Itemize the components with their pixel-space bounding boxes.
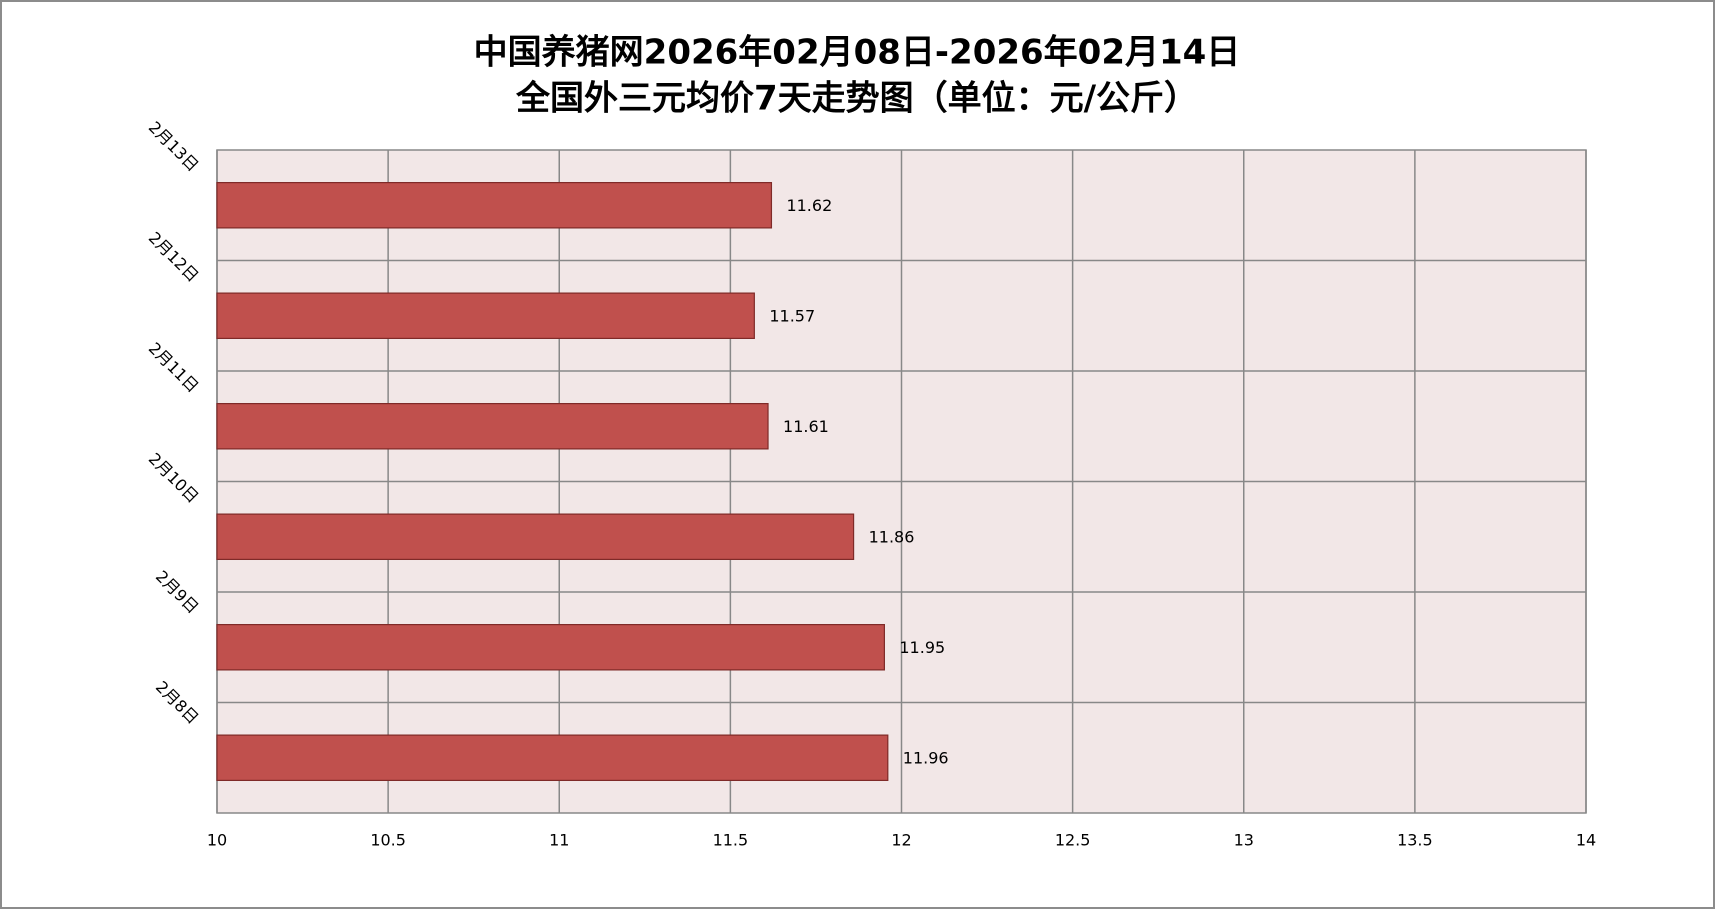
x-tick-label: 12.5: [1055, 831, 1091, 850]
bar: [216, 623, 885, 671]
value-label: 11.86: [869, 527, 915, 546]
x-tick-label: 11.5: [713, 831, 749, 850]
bar: [216, 292, 755, 340]
bar: [216, 181, 773, 229]
x-tick-label: 12: [891, 831, 911, 850]
x-tick-label: 10.5: [370, 831, 406, 850]
x-tick-label: 13: [1234, 831, 1254, 850]
x-tick-label: 10: [207, 831, 227, 850]
value-label: 11.96: [903, 748, 949, 767]
bar: [216, 734, 889, 782]
x-tick-label: 13.5: [1397, 831, 1433, 850]
bar: [216, 513, 855, 561]
x-tick-label: 14: [1576, 831, 1596, 850]
x-tick-label: 11: [549, 831, 569, 850]
value-label: 11.95: [899, 638, 945, 657]
chart-title: 中国养猪网2026年02月08日-2026年02月14日: [474, 33, 1241, 73]
value-label: 11.57: [769, 306, 815, 325]
value-label: 11.61: [783, 417, 829, 436]
value-label: 11.62: [786, 196, 832, 215]
chart-subtitle: 全国外三元均价7天走势图（单位：元/公斤）: [515, 79, 1198, 119]
bar: [216, 402, 769, 450]
